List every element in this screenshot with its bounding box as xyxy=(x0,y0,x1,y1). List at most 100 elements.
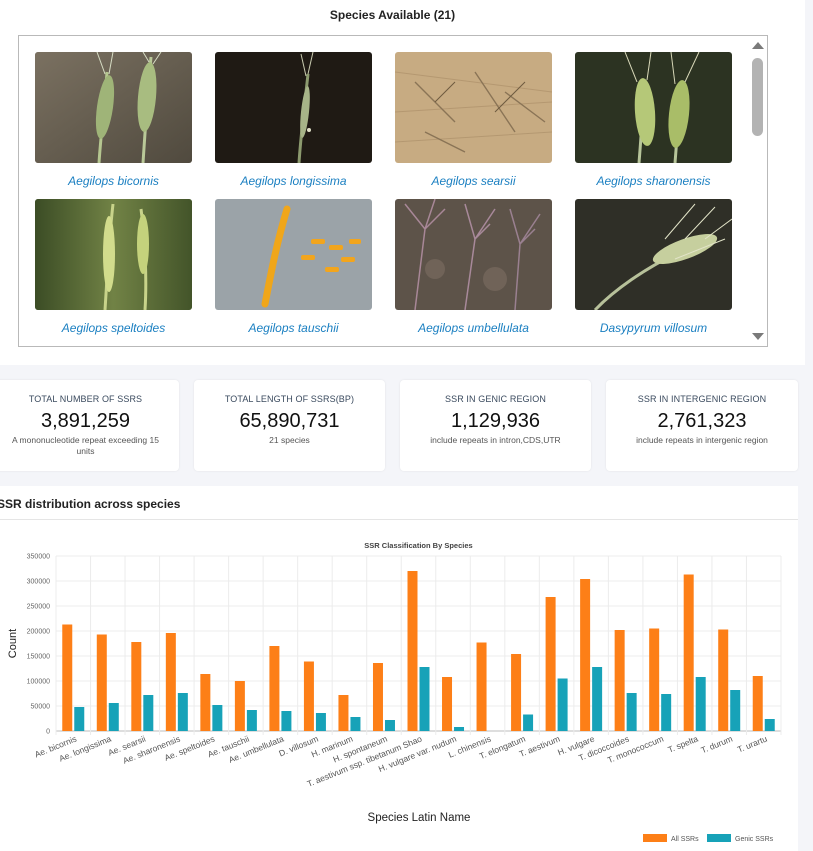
x-tick-label: T. spelta xyxy=(666,733,699,754)
bar-all-ssrs xyxy=(338,695,349,731)
species-grid: Aegilops bicornis Aegilops longissima xyxy=(35,52,732,347)
species-card-partial[interactable] xyxy=(575,346,732,347)
bar-all-ssrs xyxy=(614,630,625,731)
y-tick-label: 0 xyxy=(46,729,50,736)
bar-genic-ssrs xyxy=(384,720,395,731)
grass-spike-photo-icon xyxy=(35,346,192,347)
bar-genic-ssrs xyxy=(74,707,85,731)
gallery-scrollbar[interactable] xyxy=(749,36,767,346)
grass-spike-photo-icon xyxy=(575,346,732,347)
bar-all-ssrs xyxy=(683,574,694,731)
bar-genic-ssrs xyxy=(350,717,361,731)
y-tick-label: 200000 xyxy=(27,629,50,636)
legend-label-all-ssrs: All SSRs xyxy=(671,836,699,843)
bar-all-ssrs xyxy=(718,629,729,731)
species-card-partial[interactable] xyxy=(35,346,192,347)
bar-genic-ssrs xyxy=(557,678,568,731)
stat-card-total-length: TOTAL LENGTH OF SSRS(BP) 65,890,731 21 s… xyxy=(194,380,385,471)
ssr-bar-chart: SSR Classification By Species 0 50000 10000… xyxy=(7,541,782,843)
species-card-partial[interactable] xyxy=(215,346,372,347)
grass-spike-photo-icon xyxy=(395,346,552,347)
bar-genic-ssrs xyxy=(108,703,119,731)
species-card-partial[interactable] xyxy=(395,346,552,347)
bar-all-ssrs xyxy=(269,646,280,731)
species-name[interactable]: Aegilops tauschii xyxy=(248,321,339,335)
bar-genic-ssrs xyxy=(626,693,637,731)
legend-label-genic-ssrs: Genic SSRs xyxy=(735,836,774,843)
grain-spike-photo-icon xyxy=(215,199,372,310)
bar-genic-ssrs xyxy=(661,694,672,731)
species-card-aegilops-tauschii[interactable]: Aegilops tauschii xyxy=(215,199,372,346)
stat-note: 21 species xyxy=(269,435,310,445)
grass-field-photo-icon xyxy=(395,199,552,310)
species-card-dasypyrum-villosum[interactable]: Dasypyrum villosum xyxy=(575,199,732,346)
wheat-spike-photo-icon xyxy=(575,199,732,310)
bar-genic-ssrs xyxy=(177,693,188,731)
bar-all-ssrs xyxy=(234,681,245,731)
bar-all-ssrs xyxy=(511,654,522,731)
chart-title: SSR Classification By Species xyxy=(364,541,472,550)
species-card-aegilops-umbellulata[interactable]: Aegilops umbellulata xyxy=(395,199,552,346)
stat-label: SSR IN INTERGENIC REGION xyxy=(637,394,767,404)
scroll-down-arrow-icon[interactable] xyxy=(752,333,764,340)
bar-genic-ssrs xyxy=(592,667,603,731)
species-panel: Species Available (21) Aegilops xyxy=(0,0,805,365)
bar-genic-ssrs xyxy=(246,710,257,731)
scrollbar-thumb[interactable] xyxy=(752,58,763,136)
bar-all-ssrs xyxy=(442,677,453,731)
stat-card-genic-region: SSR IN GENIC REGION 1,129,936 include re… xyxy=(400,380,591,471)
species-name[interactable]: Aegilops sharonensis xyxy=(596,174,711,188)
species-card-aegilops-longissima[interactable]: Aegilops longissima xyxy=(215,52,372,199)
scroll-up-arrow-icon[interactable] xyxy=(752,42,764,49)
species-card-aegilops-speltoides[interactable]: Aegilops speltoides xyxy=(35,199,192,346)
bar-all-ssrs xyxy=(649,628,660,731)
bar-genic-ssrs xyxy=(764,719,775,731)
species-card-aegilops-searsii[interactable]: Aegilops searsii xyxy=(395,52,552,199)
y-tick-label: 250000 xyxy=(27,604,50,611)
x-axis-label: Species Latin Name xyxy=(368,812,471,824)
grass-spike-photo-icon xyxy=(215,346,372,347)
bar-genic-ssrs xyxy=(315,713,326,731)
species-name[interactable]: Dasypyrum villosum xyxy=(599,321,708,335)
species-name[interactable]: Aegilops bicornis xyxy=(68,174,159,188)
stat-note: include repeats in intergenic region xyxy=(636,435,768,445)
species-name[interactable]: Aegilops searsii xyxy=(431,174,516,188)
stat-label: TOTAL LENGTH OF SSRS(BP) xyxy=(224,394,355,404)
stat-value: 3,891,259 xyxy=(41,410,130,432)
stat-note: A mononucleotide repeat exceeding 15 uni… xyxy=(12,435,159,456)
stat-value: 65,890,731 xyxy=(239,410,340,432)
bar-all-ssrs xyxy=(131,642,142,731)
wheat-spike-photo-icon xyxy=(575,52,732,163)
bar-genic-ssrs xyxy=(454,727,465,731)
y-tick-label: 100000 xyxy=(27,679,50,686)
wheat-spike-photo-icon xyxy=(35,52,192,163)
panel-title: SSR distribution across species xyxy=(0,497,181,511)
stat-label: SSR IN GENIC REGION xyxy=(445,394,546,404)
bar-all-ssrs xyxy=(165,633,176,731)
bar-genic-ssrs xyxy=(212,705,223,731)
bar-all-ssrs xyxy=(476,642,487,731)
y-tick-label: 300000 xyxy=(27,579,50,586)
species-name[interactable]: Aegilops umbellulata xyxy=(418,321,529,335)
stat-note: include repeats in intron,CDS,UTR xyxy=(430,435,561,445)
y-tick-label: 150000 xyxy=(27,654,50,661)
wheat-spike-photo-icon xyxy=(215,52,372,163)
legend-swatch-genic-ssrs xyxy=(707,834,731,842)
species-card-aegilops-sharonensis[interactable]: Aegilops sharonensis xyxy=(575,52,732,199)
y-axis-label: Count xyxy=(7,629,19,658)
species-gallery[interactable]: Aegilops bicornis Aegilops longissima xyxy=(18,35,768,347)
panel-divider xyxy=(0,519,798,520)
species-name[interactable]: Aegilops speltoides xyxy=(61,321,166,335)
stat-label: TOTAL NUMBER OF SSRS xyxy=(28,394,143,404)
bar-all-ssrs xyxy=(580,579,591,731)
bar-genic-ssrs xyxy=(281,711,292,731)
species-name[interactable]: Aegilops longissima xyxy=(240,174,347,188)
stat-value: 2,761,323 xyxy=(657,410,747,432)
grass-spike-photo-icon xyxy=(35,199,192,310)
bar-genic-ssrs xyxy=(143,695,154,731)
species-card-aegilops-bicornis[interactable]: Aegilops bicornis xyxy=(35,52,192,199)
bar-all-ssrs xyxy=(372,663,383,731)
bar-all-ssrs xyxy=(545,597,556,731)
species-title: Species Available (21) xyxy=(329,8,456,22)
y-tick-label: 50000 xyxy=(31,704,51,711)
